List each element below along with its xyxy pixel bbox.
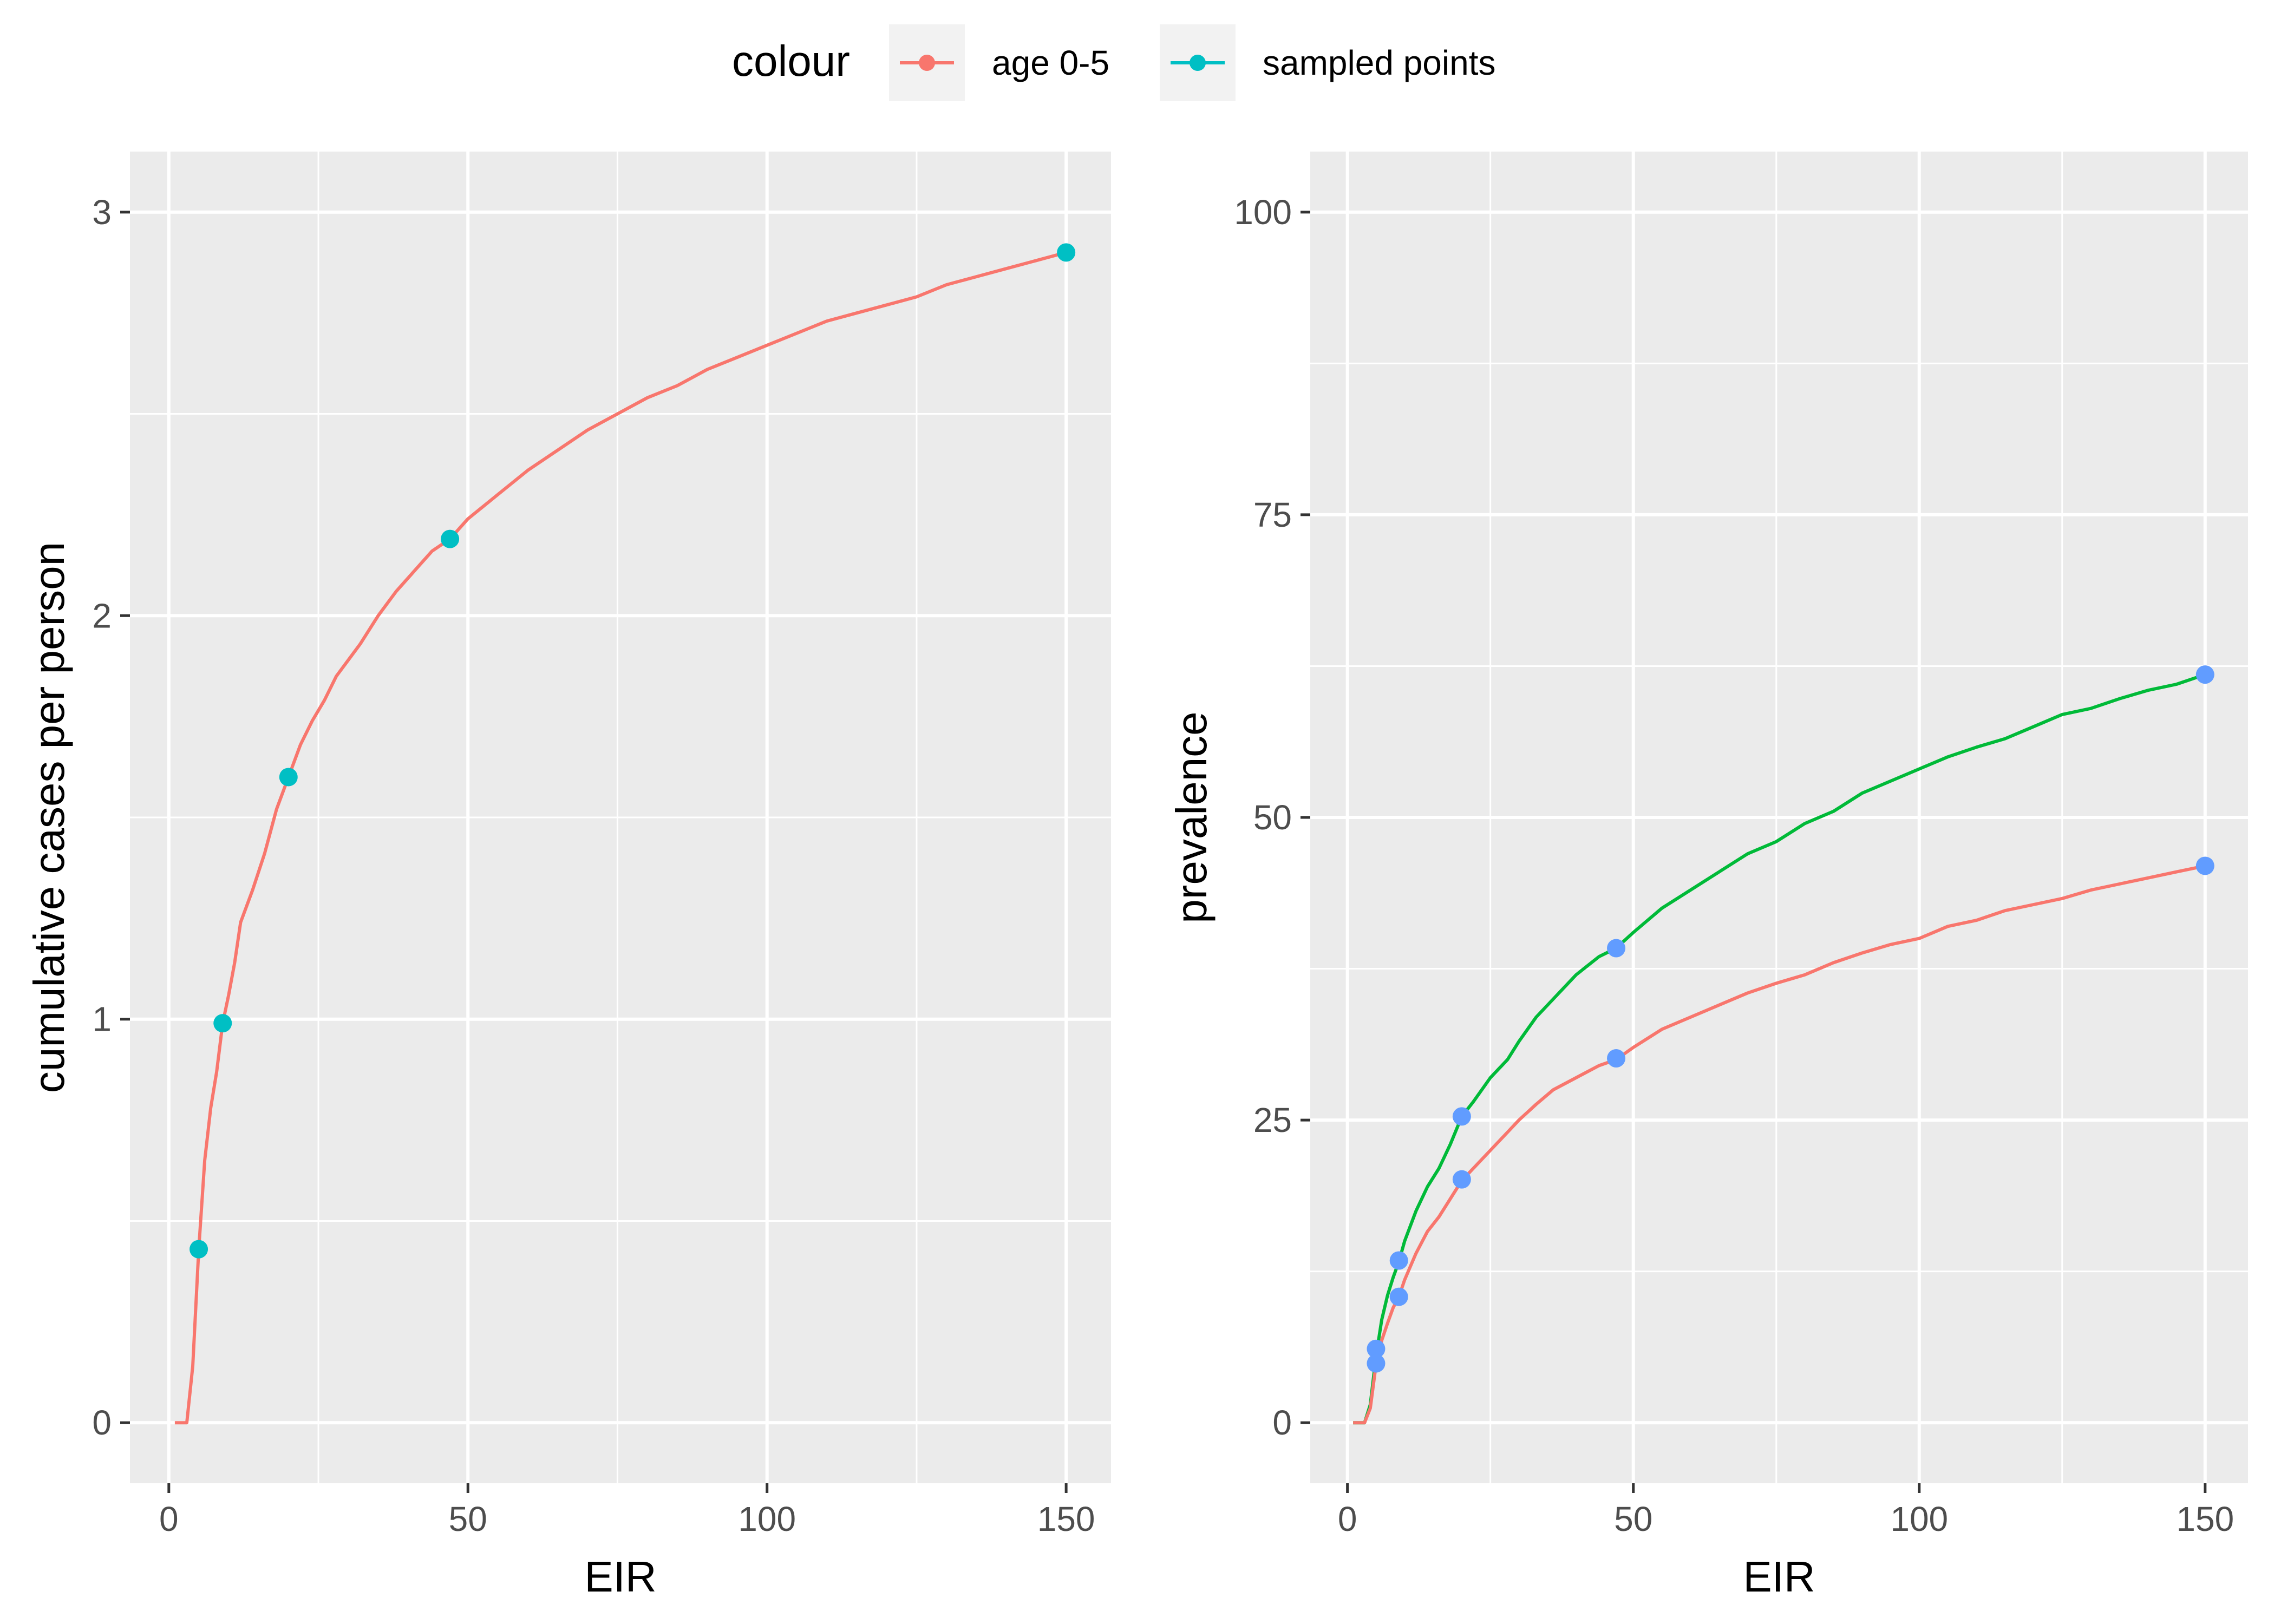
data-point — [1367, 1339, 1386, 1358]
legend-key-point — [1190, 55, 1206, 71]
data-point — [1607, 1049, 1626, 1068]
data-point — [2195, 665, 2214, 684]
x-axis-label: EIR — [1743, 1553, 1815, 1601]
legend-title: colour — [732, 37, 850, 85]
x-tick-label: 0 — [1338, 1499, 1357, 1538]
x-tick-label: 100 — [738, 1499, 796, 1538]
data-point — [1452, 1107, 1471, 1126]
y-tick-label: 100 — [1234, 193, 1292, 232]
data-point — [1057, 243, 1076, 262]
x-tick-label: 100 — [1890, 1499, 1948, 1538]
legend: colour age 0-5 sampled points — [732, 24, 1495, 101]
data-point — [279, 768, 298, 787]
legend-label-age: age 0-5 — [992, 43, 1109, 82]
x-tick-label: 50 — [449, 1499, 487, 1538]
panel-cumulative-cases: 0 50 100 150 0 1 2 3 EIR cumulative cases per per… — [25, 152, 1111, 1601]
legend-key-age — [889, 24, 965, 101]
data-point — [2195, 856, 2214, 875]
y-axis-label: prevalence — [1167, 711, 1216, 923]
legend-key-sampled — [1160, 24, 1236, 101]
y-tick-label: 2 — [92, 596, 112, 635]
y-axis-label: cumulative cases per person — [25, 542, 73, 1093]
y-tick-label: 1 — [92, 1000, 112, 1039]
x-axis-label: EIR — [584, 1553, 656, 1601]
y-tick-label: 50 — [1253, 798, 1292, 837]
x-tick-label: 150 — [2176, 1499, 2234, 1538]
x-tick-label: 150 — [1037, 1499, 1095, 1538]
y-tick-label: 0 — [1272, 1403, 1292, 1442]
data-point — [1607, 939, 1626, 958]
panel-prevalence: 0 50 100 150 0 25 50 75 100 EIR prevalence — [1167, 152, 2248, 1601]
data-point — [190, 1240, 208, 1259]
legend-key-point — [919, 55, 935, 71]
series-line-0 — [174, 251, 1067, 1425]
data-point — [1452, 1170, 1471, 1189]
y-tick-label: 75 — [1253, 495, 1292, 534]
data-point — [1367, 1354, 1386, 1373]
legend-label-sampled: sampled points — [1263, 43, 1495, 82]
x-tick-label: 0 — [159, 1499, 179, 1538]
y-tick-label: 3 — [92, 193, 112, 232]
data-point — [1389, 1287, 1408, 1306]
y-tick-label: 25 — [1253, 1101, 1292, 1140]
x-tick-label: 50 — [1614, 1499, 1652, 1538]
data-point — [213, 1014, 232, 1033]
y-tick-label: 0 — [92, 1403, 112, 1442]
data-point — [441, 529, 460, 548]
data-point — [1389, 1251, 1408, 1270]
